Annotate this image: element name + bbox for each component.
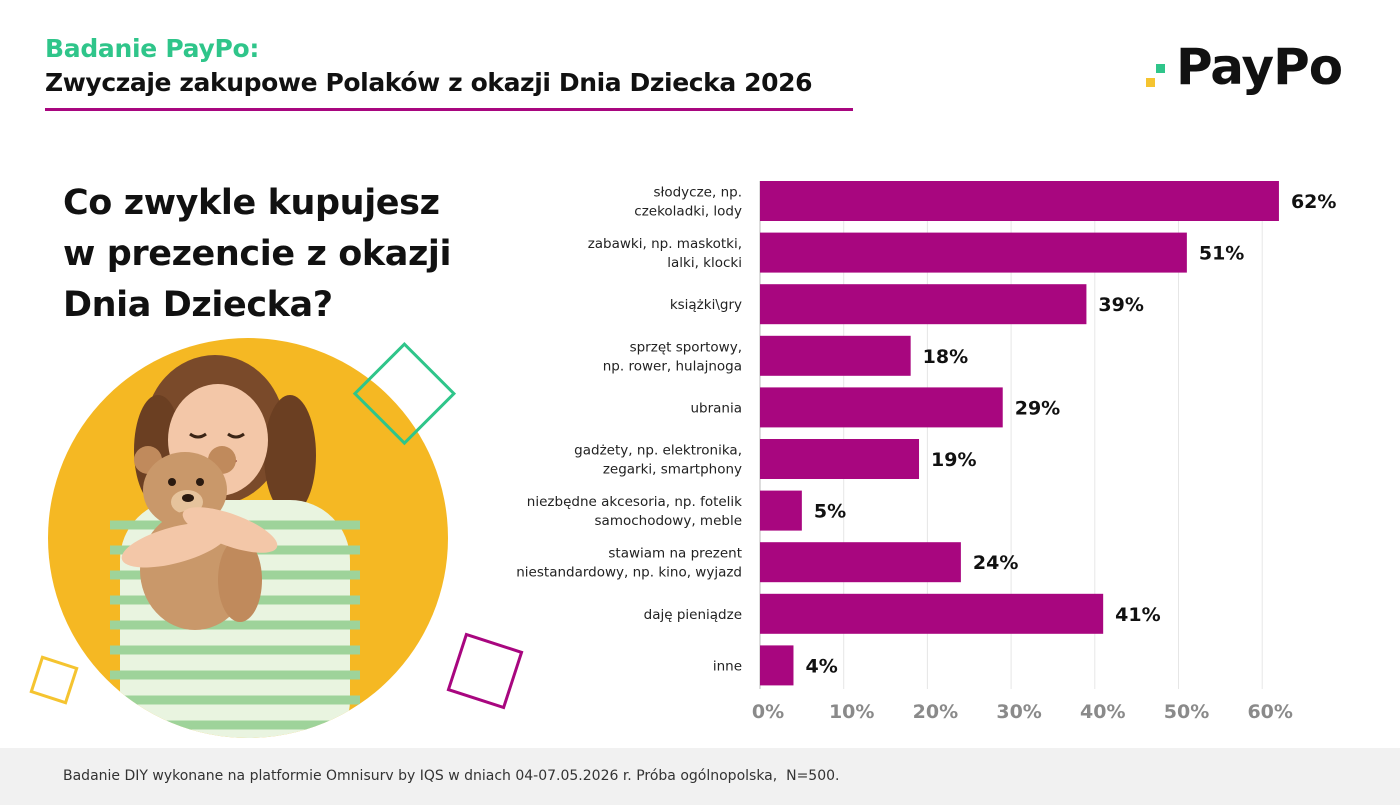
yellow-outline-square [29,655,79,705]
bar [760,387,1003,428]
category-label: zegarki, smartphony [603,462,742,478]
category-label: samochodowy, meble [595,513,742,529]
category-label: stawiam na prezent [608,546,742,562]
methodology-note: Badanie DIY wykonane na platformie Omnis… [63,768,840,784]
x-tick-label: 10% [829,701,874,723]
x-tick-label: 20% [913,701,958,723]
x-tick-label: 40% [1080,701,1125,723]
green-outline-square [352,341,457,446]
bar [760,284,1087,325]
girl-with-teddy-illustration [29,338,524,738]
title-underline [45,108,853,111]
x-tick-label: 50% [1164,701,1209,723]
page-title: Zwyczaje zakupowe Polaków z okazji Dnia … [45,68,813,97]
survey-kicker: Badanie PayPo: [45,34,260,63]
category-label: daję pieniądze [644,607,742,623]
bar [760,645,794,686]
bar-value-label: 41% [1115,604,1160,626]
category-label: słodycze, np. [653,185,742,201]
bar [760,593,1104,634]
bar-value-label: 51% [1199,243,1244,265]
paypo-logo: PayPo [1146,38,1358,104]
x-tick-label: 0% [752,701,784,723]
question-line: Dnia Dziecka? [63,285,333,325]
footer: Badanie DIY wykonane na platformie Omnis… [0,748,1400,805]
bar [760,335,911,376]
bar [760,439,920,479]
paypo-logo-mark [1146,64,1165,87]
bar [760,490,802,531]
bar-value-label: 24% [973,552,1018,574]
x-tick-label: 30% [996,701,1041,723]
category-label: książki\gry [670,297,742,313]
category-label: lalki, klocki [667,255,742,271]
survey-question: Co zwykle kupujesz w prezencie z okazji … [63,178,483,331]
category-label: inne [713,658,742,674]
category-label: sprzęt sportowy, [630,339,742,355]
category-label: czekoladki, lody [634,204,742,220]
category-label: ubrania [690,400,742,416]
category-label: np. rower, hulajnoga [603,358,742,374]
logo-wordmark: PayPo [1176,38,1343,96]
category-label: niezbędne akcesoria, np. fotelik [527,494,742,510]
bar [760,232,1187,273]
x-tick-label: 60% [1247,701,1292,723]
bar-value-label: 5% [814,501,846,523]
bar-value-label: 19% [931,449,976,471]
bar-value-label: 18% [923,346,968,368]
bar-value-label: 62% [1291,191,1336,213]
question-line: Co zwykle kupujesz [63,183,440,223]
bar-value-label: 4% [805,655,837,677]
question-line: w prezencie z okazji [63,234,452,274]
category-label: gadżety, np. elektronika, [574,443,742,459]
magenta-outline-square [446,632,524,710]
bar [760,181,1279,221]
category-label: zabawki, np. maskotki, [588,236,742,252]
category-label: niestandardowy, np. kino, wyjazd [516,565,742,581]
bar-value-label: 29% [1015,397,1060,419]
bar-value-label: 39% [1098,294,1143,316]
bar [760,542,961,583]
